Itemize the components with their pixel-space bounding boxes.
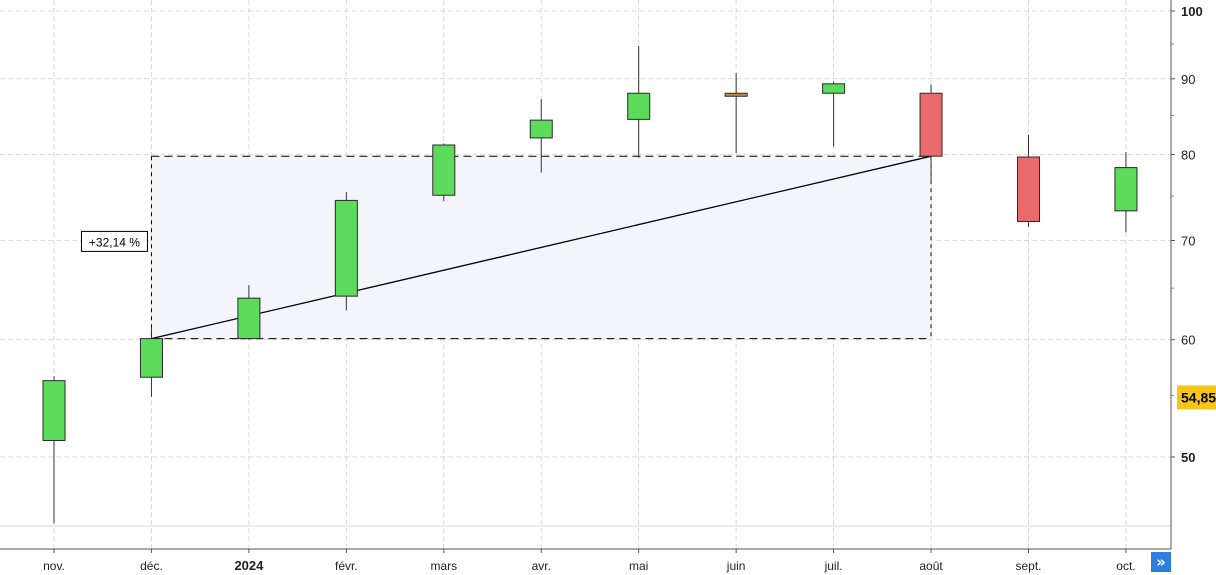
x-tick-label: févr. bbox=[335, 559, 358, 573]
x-tick-label: avr. bbox=[532, 559, 551, 573]
last-price-tag bbox=[1177, 385, 1216, 410]
scroll-right-button[interactable]: » bbox=[1151, 552, 1171, 572]
x-tick-label: 2024 bbox=[234, 558, 264, 573]
candle-body-down bbox=[919, 92, 943, 157]
candle-body-up bbox=[432, 144, 456, 196]
percent-label-box bbox=[80, 230, 148, 252]
candle-body-up bbox=[139, 338, 163, 378]
y-tick-label: 80 bbox=[1181, 148, 1195, 163]
candle-body-up bbox=[627, 92, 651, 120]
x-tick-label: sept. bbox=[1015, 559, 1041, 573]
candle-body-up bbox=[334, 199, 358, 297]
x-tick-label: déc. bbox=[140, 559, 163, 573]
measure-tool[interactable]: +32,14 % bbox=[80, 155, 932, 340]
candle-body-up bbox=[237, 297, 261, 340]
percent-change-label: +32,14 % bbox=[89, 235, 140, 249]
x-tick-label: nov. bbox=[43, 559, 65, 573]
scroll-right-icon[interactable]: » bbox=[1156, 553, 1166, 571]
x-tick-label: mai bbox=[629, 559, 648, 573]
y-tick-label: 90 bbox=[1181, 72, 1195, 87]
y-tick-label: 100 bbox=[1181, 4, 1203, 19]
y-axis: 100 90 80 70 60 50 54,85 bbox=[1170, 0, 1216, 549]
candle-body-up bbox=[42, 380, 66, 441]
y-tick-label: 70 bbox=[1181, 233, 1195, 248]
candles-group bbox=[42, 46, 1138, 524]
x-tick-label: juin bbox=[726, 559, 746, 573]
x-tick-label: août bbox=[919, 559, 943, 573]
x-tick-label: oct. bbox=[1116, 559, 1135, 573]
candle-body-up bbox=[529, 119, 553, 139]
candle-body-up bbox=[822, 83, 846, 94]
x-tick-label: mars bbox=[430, 559, 457, 573]
candle-body-down bbox=[1017, 156, 1040, 222]
candle-body-down bbox=[724, 92, 748, 97]
last-price-label: 54,85 bbox=[1181, 389, 1216, 405]
y-tick-label: 50 bbox=[1181, 450, 1195, 465]
x-tick-label: juil. bbox=[824, 559, 843, 573]
candle-body-up bbox=[1114, 167, 1138, 212]
x-axis: nov. déc. 2024 févr. mars avr. mai juin juil. aoû… bbox=[0, 548, 1171, 573]
y-tick-label: 60 bbox=[1181, 333, 1195, 348]
trend-line[interactable] bbox=[151, 155, 932, 340]
